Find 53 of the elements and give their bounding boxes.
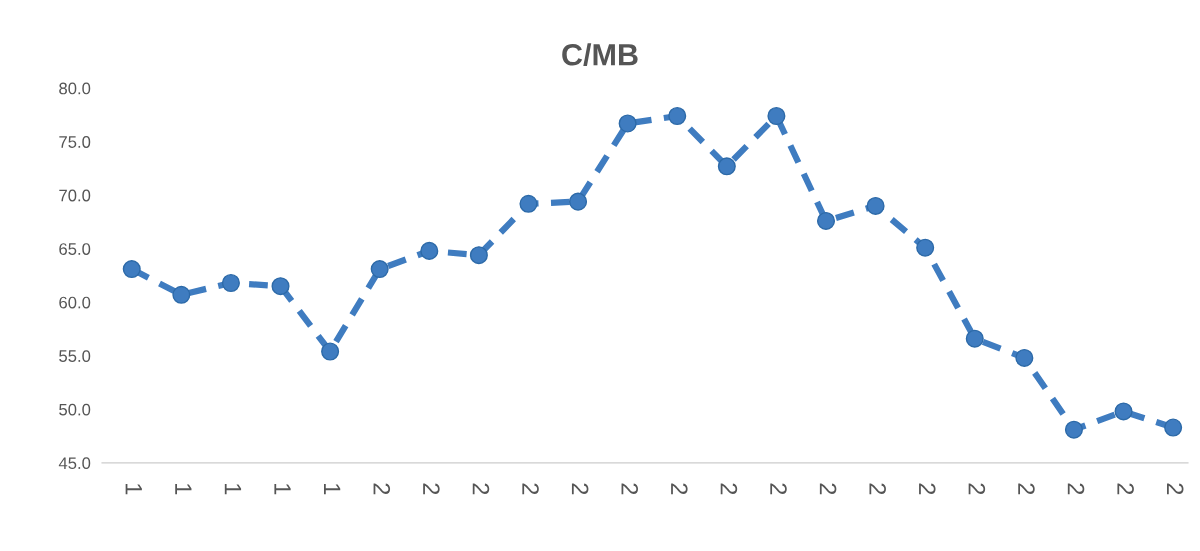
x-tick-label: 2 <box>621 483 639 495</box>
y-tick-label: 60.0 <box>59 296 91 309</box>
point <box>618 114 637 133</box>
point <box>767 106 786 126</box>
x-tick-label: 2 <box>819 483 837 495</box>
y-tick-label: 75.0 <box>59 136 91 148</box>
point <box>519 194 538 213</box>
point <box>816 211 836 230</box>
y-tick-label: 80.0 <box>59 82 91 95</box>
x-tick-label: 2 <box>1167 483 1184 495</box>
point <box>271 277 290 296</box>
x-tick-label: 2 <box>919 483 936 495</box>
point <box>717 157 736 176</box>
point <box>370 260 389 279</box>
point <box>965 329 984 348</box>
x-tick-label: 2 <box>869 483 886 495</box>
point <box>469 246 488 265</box>
point <box>122 260 141 279</box>
x-tick-label: 1 <box>324 484 341 495</box>
point <box>1164 418 1183 437</box>
x-tick-label: 2 <box>968 483 986 495</box>
point <box>172 285 191 304</box>
x-tick-label: 1 <box>224 484 242 495</box>
y-tick-label: 45.0 <box>58 457 91 470</box>
y-tick-label: 70.0 <box>59 189 91 202</box>
x-tick-label: 1 <box>274 484 291 495</box>
x-tick-label: 2 <box>720 483 738 495</box>
y-tick-label: 55.0 <box>59 350 91 362</box>
point <box>1015 348 1034 367</box>
y-tick-label: 65.0 <box>59 243 91 255</box>
point <box>1114 402 1133 421</box>
x-tick-label: 1 <box>175 484 192 495</box>
x-tick-label: 2 <box>671 483 688 495</box>
point <box>221 273 240 293</box>
x-tick-label: 2 <box>522 483 539 495</box>
point <box>668 106 687 126</box>
point <box>321 342 340 361</box>
point <box>866 196 885 215</box>
x-tick-label: 1 <box>125 484 142 495</box>
point <box>1064 420 1083 439</box>
x-tick-label: 2 <box>1018 483 1035 495</box>
chart-title: C/MB <box>562 43 638 66</box>
x-tick-label: 2 <box>571 483 589 495</box>
point <box>916 238 935 257</box>
x-tick-label: 2 <box>423 483 440 495</box>
x-tick-label: 2 <box>1067 483 1085 495</box>
point <box>569 192 588 211</box>
y-tick-label: 50.0 <box>59 403 91 416</box>
point <box>420 241 439 260</box>
x-tick-label: 2 <box>770 483 787 495</box>
x-tick-label: 2 <box>373 483 391 495</box>
x-tick-label: 2 <box>472 483 490 495</box>
x-tick-label: 2 <box>1117 483 1134 495</box>
